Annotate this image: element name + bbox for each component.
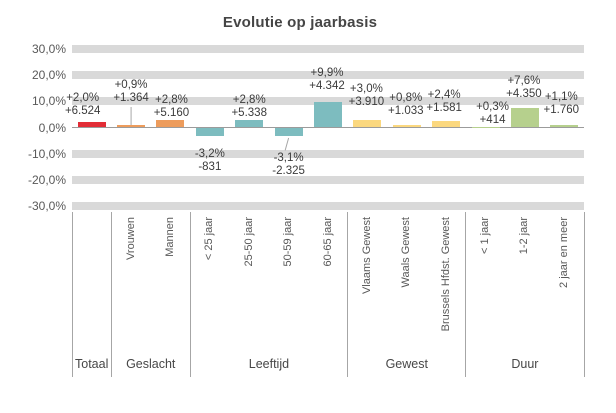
data-label-abs: +5.160 (153, 107, 190, 119)
data-label-abs: +1.760 (543, 104, 580, 116)
data-label-pct: +9,9% (310, 67, 344, 79)
category-label: < 1 jaar (479, 217, 492, 254)
bar-vlaams-gewest (353, 119, 382, 127)
data-label: +2,0% +6.524 (53, 92, 113, 118)
y-axis-tick-label: 10,0% (31, 94, 66, 109)
chart-title: Evolutie op jaarbasis (222, 14, 378, 31)
data-label-pct: +0,3% (476, 101, 509, 113)
data-label: +7,6% +4.350 (494, 75, 554, 101)
data-label-pct: +1,1% (544, 91, 578, 103)
data-label-abs: -2.325 (272, 165, 305, 177)
category-label: 50-59 jaar (282, 217, 295, 267)
data-label: -3,1% -2.325 (259, 152, 319, 178)
data-label-pct: +2,0% (66, 92, 100, 104)
category-label: 2 jaar en meer (557, 217, 570, 288)
data-label-pct: +2,8% (232, 94, 266, 106)
bar-2-jaar-en-meer (550, 124, 579, 127)
bar-totaal (77, 122, 106, 127)
bar-mannen (156, 120, 185, 127)
data-label-pct: -3,1% (273, 152, 304, 164)
data-label-pct: -3,2% (194, 148, 225, 160)
category-label: Mannen (163, 217, 176, 257)
category-label: 1-2 jaar (518, 217, 531, 255)
category-group-separator (465, 212, 467, 377)
data-label-pct: +2,8% (154, 94, 188, 106)
category-group-separator (71, 212, 73, 377)
data-label-abs: -831 (198, 161, 222, 173)
category-group-label: Geslacht (126, 357, 176, 371)
bar-50-59-jaar (274, 128, 303, 137)
bar-waals-gewest (392, 125, 421, 127)
y-axis-tick-label: 30,0% (31, 41, 66, 56)
category-group-separator (189, 212, 191, 377)
y-axis-tick-label: -30,0% (27, 199, 66, 214)
data-label: +2,4% +1.581 (414, 89, 474, 115)
bar-brussels-hfdst-gewest (432, 121, 461, 127)
gridline-band (72, 97, 584, 106)
y-axis-tick-label: -10,0% (27, 146, 66, 161)
gridline-band (72, 202, 584, 211)
data-label: -3,2% -831 (180, 148, 240, 174)
data-label: +0,3% +414 (463, 101, 523, 127)
data-label-abs: +6.524 (64, 105, 101, 117)
bar-60-65-jaar (314, 101, 342, 127)
category-group-label: Duur (511, 357, 539, 371)
data-label-abs: +1.364 (113, 92, 149, 104)
data-label-pct: +7,6% (507, 75, 541, 87)
category-label: Brussels Hfdst. Gewest (439, 217, 452, 332)
category-label: < 25 jaar (203, 217, 216, 261)
category-label: 60-65 jaar (321, 217, 334, 267)
category-group-separator (110, 212, 112, 377)
data-label-abs: +4.350 (506, 88, 542, 100)
x-axis-line (72, 127, 584, 128)
data-label-pct: +0,9% (114, 79, 148, 91)
data-label: +9,9% +4.342 (297, 67, 357, 93)
category-group-separator (583, 212, 585, 377)
gridline-band (72, 175, 584, 184)
data-label: +2,8% +5.338 (219, 94, 279, 120)
data-label-abs: +5.338 (231, 107, 267, 119)
category-label: 25-50 jaar (242, 217, 255, 267)
y-axis-tick-label: -20,0% (27, 172, 66, 187)
data-label-abs: +3.910 (348, 96, 385, 108)
bar-1-2-jaar (510, 107, 539, 127)
data-label: +0,9% +1.364 (101, 79, 161, 105)
data-label: +2,8% +5.160 (141, 94, 201, 120)
data-label-abs: +1.033 (388, 105, 424, 117)
gridline-band (72, 149, 584, 158)
y-axis-tick-label: 0,0% (38, 120, 66, 135)
data-label-abs: +414 (479, 114, 506, 126)
data-label-pct: +2,4% (427, 89, 461, 101)
gridline-band (72, 44, 584, 53)
bar--25-jaar (195, 128, 224, 137)
data-label-pct: +0,8% (389, 92, 423, 104)
data-label: +1,1% +1.760 (531, 91, 591, 117)
category-label: Waals Gewest (400, 217, 413, 288)
category-group-label: Totaal (75, 357, 109, 371)
category-label: Vlaams Gewest (360, 217, 373, 295)
data-label: +0,8% +1.033 (376, 92, 436, 118)
category-label: Vrouwen (124, 217, 137, 261)
data-label-abs: +4.342 (309, 80, 345, 92)
data-label-pct: +3,0% (349, 83, 383, 95)
bar-25-50-jaar (235, 120, 264, 127)
data-label-abs: +1.581 (426, 102, 462, 114)
gridline-band (72, 71, 584, 80)
leader-line-50-59-jaar (284, 137, 290, 151)
category-group-label: Gewest (385, 357, 428, 371)
data-label: +3,0% +3.910 (336, 83, 396, 109)
category-group-separator (347, 212, 349, 377)
category-group-label: Leeftijd (248, 357, 290, 371)
bar--1-jaar (471, 126, 500, 127)
bar-vrouwen (117, 125, 146, 127)
y-axis-tick-label: 20,0% (31, 68, 66, 83)
